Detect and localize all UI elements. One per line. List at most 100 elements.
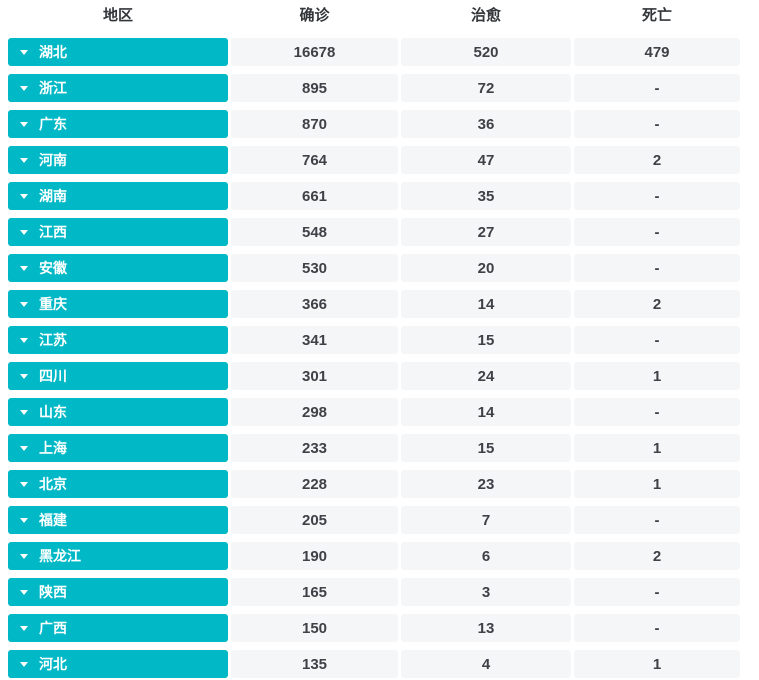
region-dropdown-button[interactable]: 江苏 (8, 326, 228, 354)
header-confirmed: 确诊 (299, 7, 330, 24)
region-label: 河南 (39, 152, 67, 168)
region-label: 山东 (39, 404, 67, 420)
chevron-down-icon (20, 229, 28, 235)
table-body: 湖北 16678 520 479 浙江 895 72 - 广东 870 36 -… (8, 38, 759, 678)
chevron-down-icon (20, 625, 28, 631)
region-label: 安徽 (39, 260, 67, 276)
region-dropdown-button[interactable]: 陕西 (8, 578, 228, 606)
table-row: 湖南 661 35 - (8, 182, 740, 210)
region-dropdown-button[interactable]: 广东 (8, 110, 228, 138)
cured-cell: 35 (401, 182, 571, 210)
deaths-cell: 1 (574, 434, 740, 462)
confirmed-cell: 135 (231, 650, 398, 678)
deaths-cell: - (574, 74, 740, 102)
region-label: 黑龙江 (39, 548, 81, 564)
deaths-cell: - (574, 614, 740, 642)
region-label: 四川 (39, 368, 67, 384)
confirmed-cell: 895 (231, 74, 398, 102)
confirmed-cell: 150 (231, 614, 398, 642)
chevron-down-icon (20, 85, 28, 91)
cured-cell: 520 (401, 38, 571, 66)
region-dropdown-button[interactable]: 福建 (8, 506, 228, 534)
confirmed-cell: 233 (231, 434, 398, 462)
cured-cell: 14 (401, 398, 571, 426)
deaths-cell: - (574, 506, 740, 534)
chevron-down-icon (20, 157, 28, 163)
region-label: 北京 (39, 476, 67, 492)
region-label: 江苏 (39, 332, 67, 348)
region-dropdown-button[interactable]: 山东 (8, 398, 228, 426)
region-label: 湖南 (39, 188, 67, 204)
deaths-cell: 479 (574, 38, 740, 66)
region-label: 湖北 (39, 44, 67, 60)
chevron-down-icon (20, 553, 28, 559)
region-dropdown-button[interactable]: 上海 (8, 434, 228, 462)
region-label: 广东 (39, 116, 67, 132)
region-label: 广西 (39, 620, 67, 636)
table-row: 广西 150 13 - (8, 614, 740, 642)
region-dropdown-button[interactable]: 重庆 (8, 290, 228, 318)
chevron-down-icon (20, 409, 28, 415)
table-row: 福建 205 7 - (8, 506, 740, 534)
region-dropdown-button[interactable]: 湖南 (8, 182, 228, 210)
deaths-cell: 1 (574, 470, 740, 498)
cured-cell: 15 (401, 326, 571, 354)
region-label: 陕西 (39, 584, 67, 600)
confirmed-cell: 661 (231, 182, 398, 210)
region-dropdown-button[interactable]: 江西 (8, 218, 228, 246)
chevron-down-icon (20, 481, 28, 487)
deaths-cell: 1 (574, 362, 740, 390)
table-row: 安徽 530 20 - (8, 254, 740, 282)
deaths-cell: 2 (574, 542, 740, 570)
table-row: 北京 228 23 1 (8, 470, 740, 498)
cured-cell: 15 (401, 434, 571, 462)
confirmed-cell: 190 (231, 542, 398, 570)
cured-cell: 23 (401, 470, 571, 498)
cured-cell: 27 (401, 218, 571, 246)
region-label: 重庆 (39, 296, 67, 312)
region-dropdown-button[interactable]: 浙江 (8, 74, 228, 102)
header-cured: 治愈 (470, 7, 501, 24)
table-row: 河北 135 4 1 (8, 650, 740, 678)
cured-cell: 20 (401, 254, 571, 282)
chevron-down-icon (20, 121, 28, 127)
table-row: 上海 233 15 1 (8, 434, 740, 462)
deaths-cell: - (574, 326, 740, 354)
chevron-down-icon (20, 445, 28, 451)
header-deaths: 死亡 (641, 7, 672, 24)
confirmed-cell: 165 (231, 578, 398, 606)
table-row: 江西 548 27 - (8, 218, 740, 246)
cured-cell: 36 (401, 110, 571, 138)
chevron-down-icon (20, 265, 28, 271)
region-dropdown-button[interactable]: 河北 (8, 650, 228, 678)
cured-cell: 72 (401, 74, 571, 102)
chevron-down-icon (20, 589, 28, 595)
region-dropdown-button[interactable]: 安徽 (8, 254, 228, 282)
cured-cell: 13 (401, 614, 571, 642)
confirmed-cell: 548 (231, 218, 398, 246)
region-dropdown-button[interactable]: 北京 (8, 470, 228, 498)
cured-cell: 4 (401, 650, 571, 678)
region-label: 上海 (39, 440, 67, 456)
cured-cell: 3 (401, 578, 571, 606)
region-label: 江西 (39, 224, 67, 240)
deaths-cell: - (574, 578, 740, 606)
region-label: 浙江 (39, 80, 67, 96)
region-dropdown-button[interactable]: 河南 (8, 146, 228, 174)
region-dropdown-button[interactable]: 四川 (8, 362, 228, 390)
region-dropdown-button[interactable]: 湖北 (8, 38, 228, 66)
confirmed-cell: 341 (231, 326, 398, 354)
confirmed-cell: 764 (231, 146, 398, 174)
table-row: 江苏 341 15 - (8, 326, 740, 354)
region-dropdown-button[interactable]: 黑龙江 (8, 542, 228, 570)
region-label: 河北 (39, 656, 67, 672)
table-row: 山东 298 14 - (8, 398, 740, 426)
table-row: 重庆 366 14 2 (8, 290, 740, 318)
cured-cell: 14 (401, 290, 571, 318)
cured-cell: 6 (401, 542, 571, 570)
region-label: 福建 (39, 512, 67, 528)
deaths-cell: 2 (574, 290, 740, 318)
region-dropdown-button[interactable]: 广西 (8, 614, 228, 642)
confirmed-cell: 366 (231, 290, 398, 318)
